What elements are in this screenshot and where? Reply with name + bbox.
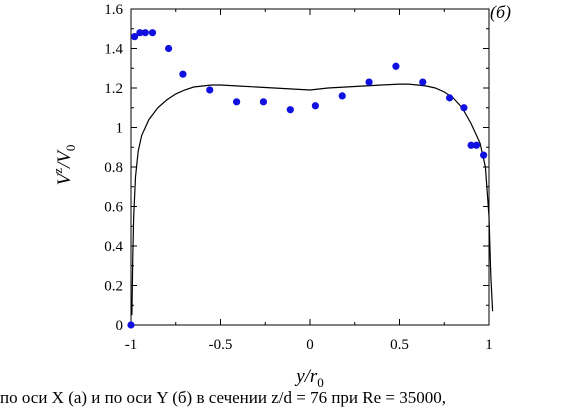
x-tick-label: 0.5 [390,337,409,353]
y-tick-label: 1.6 [104,2,123,18]
y-axis-label-sub: 0 [63,145,78,152]
data-point [164,44,173,53]
x-tick-label: 0 [306,337,314,353]
y-tick-label: 1 [116,121,124,137]
x-tick-label: -1 [125,337,138,353]
x-axis-label-sub: 0 [317,375,324,388]
y-tick-label: 0.4 [104,239,123,255]
panel-tag: (б) [490,2,511,23]
data-point [460,104,468,112]
figure-caption: по оси X (а) и по оси Y (б) в сечении z/… [0,388,447,407]
y-axis-label-main: V [54,171,75,185]
plot-frame [130,8,490,326]
chart: 00.20.40.60.811.21.41.6 -1 -0.5 0 0.5 1 (б) … [50,2,511,388]
y-tick-label: 1.4 [104,42,123,58]
data-point [141,29,149,37]
data-point [259,98,268,106]
y-axis-ticks: 0 0.2 0.4 0.6 0.8 1 1.2 1.4 1.6 [104,2,489,334]
x-axis-label: y/r0 [294,366,324,388]
data-point [365,78,373,86]
data-point [127,321,135,329]
x-axis-ticks: -1 -0.5 0 0.5 1 [125,9,493,353]
x-tick-label: 1 [485,337,493,353]
y-axis-label-mid: /V [54,149,75,169]
data-point [286,106,294,114]
data-point [179,70,187,78]
y-tick-label: 0.8 [104,160,123,176]
series-scatter-points [127,29,488,329]
data-point [446,94,454,102]
data-point [392,62,400,70]
series-line-curve [131,83,494,316]
y-tick-label: 0.2 [104,279,123,295]
data-point [311,102,319,110]
data-point [467,141,475,149]
y-tick-label: 0.6 [104,200,123,216]
y-axis-label: Vz/V0 [50,145,78,186]
data-point [130,33,139,41]
data-point [136,29,144,37]
y-tick-label: 1.2 [104,81,123,97]
x-axis-label-main: y/r [294,366,318,387]
y-axis-label-group: Vz/V0 [50,145,78,186]
data-point [338,92,346,100]
data-point [419,78,427,86]
data-point [472,141,481,149]
data-point [480,151,488,159]
data-point [148,29,157,37]
y-axis-label-sup: z [50,168,65,174]
y-tick-label: 0 [116,318,124,334]
data-point [206,86,214,94]
x-tick-label: -0.5 [209,337,233,353]
data-point [233,98,241,106]
